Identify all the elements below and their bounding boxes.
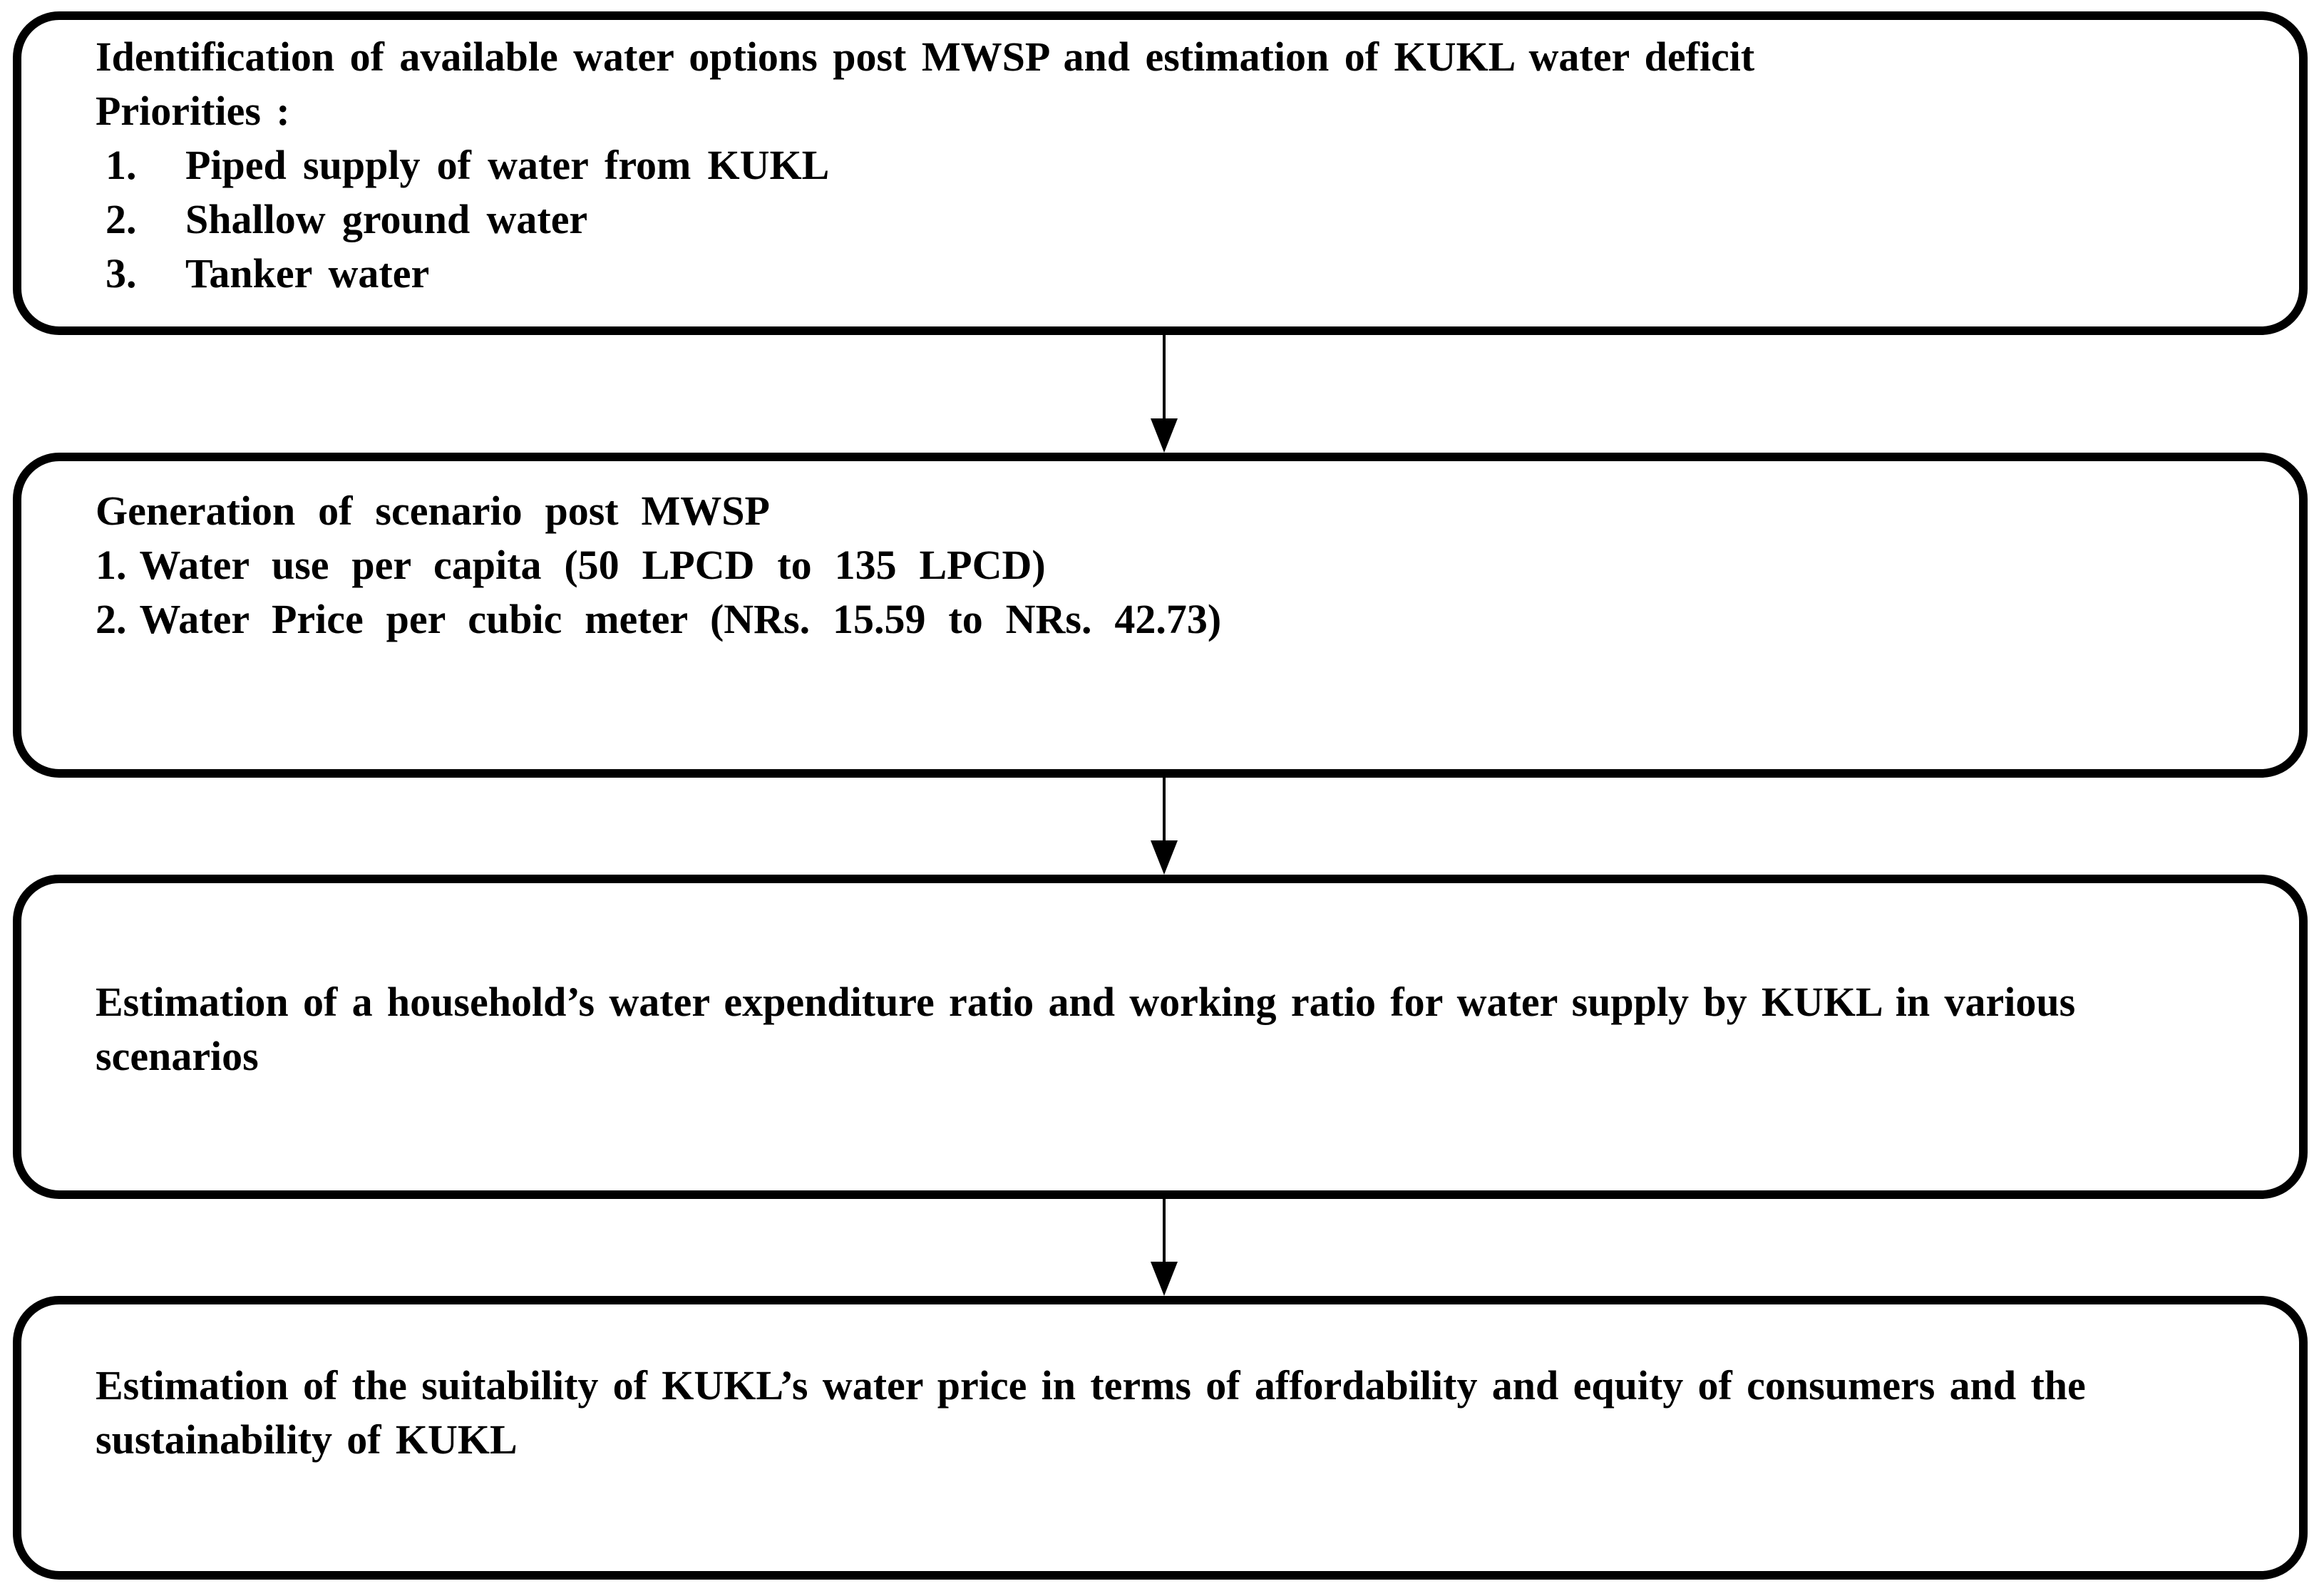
arrow-head-icon [1151,840,1178,875]
arrow-head-icon [1151,418,1178,453]
list-text: Water Price per cubic meter (NRs. 15.59 … [139,596,1222,642]
arrow-shaft [1163,1199,1166,1266]
flow-box-suitability-estimation: Estimation of the suitability of KUKL’s … [13,1296,2308,1580]
list-text: Shallow ground water [185,196,588,242]
flow-arrow-1 [1150,335,1178,453]
box2-list-item-2: 2. Water Price per cubic meter (NRs. 15.5… [96,592,2271,647]
list-text: Piped supply of water from KUKL [185,142,830,188]
list-text: Tanker water [185,250,430,297]
list-number: 2. [96,596,127,642]
list-number: 1. [106,142,137,188]
flow-arrow-2 [1150,778,1178,875]
box1-subtitle: Priorities : [96,88,290,134]
flow-box-scenario-generation: Generation of scenario post MWSP 1. Water… [13,453,2308,778]
box4-text: Estimation of the suitability of KUKL’s … [96,1362,2086,1463]
list-text: Water use per capita (50 LPCD to 135 LPC… [139,542,1046,588]
box1-list-item-2: 2. Shallow ground water [106,192,2271,247]
arrow-shaft [1163,778,1166,845]
list-number: 2. [106,196,137,242]
box1-list-item-3: 3. Tanker water [106,247,2271,301]
box3-text: Estimation of a household’s water expend… [96,979,2076,1079]
box1-list-item-1: 1. Piped supply of water from KUKL [106,138,2271,192]
box2-list-item-1: 1. Water use per capita (50 LPCD to 135 L… [96,538,2271,592]
list-number: 1. [96,542,127,588]
flow-box-identification: Identification of available water option… [13,11,2308,335]
list-number: 3. [106,250,137,297]
box1-title: Identification of available water option… [96,34,1755,80]
flow-arrow-3 [1150,1199,1178,1296]
arrow-shaft [1163,335,1166,423]
box2-title: Generation of scenario post MWSP [96,488,770,534]
arrow-head-icon [1151,1262,1178,1296]
flow-box-expenditure-ratio: Estimation of a household’s water expend… [13,875,2308,1199]
